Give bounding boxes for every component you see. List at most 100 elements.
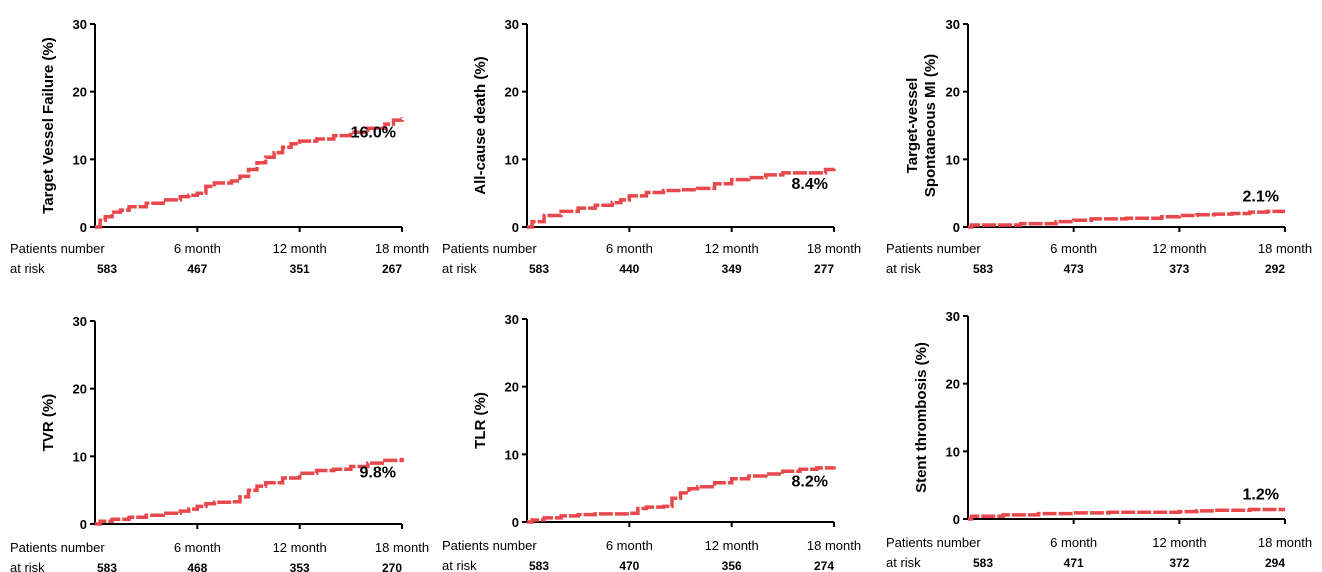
x-tick-label: 12 month	[273, 241, 327, 256]
x-tick-label: 12 month	[705, 241, 759, 256]
risk-header-line1: Patients number	[442, 538, 537, 553]
x-tick-label: 6 month	[1050, 535, 1097, 550]
km-curve	[95, 117, 404, 229]
km-curve	[968, 209, 1285, 229]
x-tick-label: 6 month	[1050, 241, 1097, 256]
y-tick-label: 20	[946, 85, 960, 100]
y-axis-label: Target Vessel Failure (%)	[40, 37, 57, 213]
y-tick-label: 0	[953, 512, 960, 527]
y-tick-label: 30	[946, 309, 960, 324]
y-tick-label: 0	[512, 515, 519, 530]
km-curve	[95, 457, 404, 526]
y-axis-label: All-cause death (%)	[472, 56, 489, 194]
y-tick-label: 0	[512, 220, 519, 235]
end-value-label: 9.8%	[360, 465, 396, 482]
at-risk-count: 270	[382, 561, 402, 572]
y-tick-label: 20	[505, 380, 519, 395]
chart-panel-5: 0 10 20 30 6 month 12 month 18 month TLR (%) 8.2…	[442, 312, 861, 572]
at-risk-count: 467	[187, 262, 207, 276]
y-tick-label: 30	[505, 17, 519, 32]
at-risk-count: 292	[1265, 262, 1285, 276]
at-risk-count: 267	[382, 262, 402, 276]
at-risk-count: 468	[187, 561, 207, 572]
y-tick-label: 10	[505, 152, 519, 167]
at-risk-count: 349	[722, 262, 742, 276]
at-risk-count: 356	[722, 559, 742, 572]
x-tick-label: 18 month	[1258, 535, 1312, 550]
y-tick-label: 20	[73, 85, 87, 100]
y-tick-label: 10	[505, 447, 519, 462]
x-tick-label: 12 month	[1152, 535, 1206, 550]
at-risk-count: 274	[814, 559, 834, 572]
end-value-label: 1.2%	[1243, 487, 1279, 504]
chart-panel-6: 0 10 20 30 6 month 12 month 18 month Stent thro…	[886, 309, 1312, 570]
y-tick-label: 30	[73, 17, 87, 32]
at-risk-count: 373	[1169, 262, 1189, 276]
end-value-label: 8.4%	[792, 176, 828, 193]
at-risk-count: 473	[1064, 262, 1084, 276]
at-risk-count: 372	[1169, 556, 1189, 570]
y-tick-label: 20	[505, 85, 519, 100]
chart-panel-2: 0 10 20 30 6 month 12 month 18 month All-cause …	[442, 17, 861, 276]
y-axis-label: Target-vessel	[904, 78, 921, 174]
y-axis-label: Spontaneous MI (%)	[922, 54, 939, 197]
risk-header-line1: Patients number	[886, 241, 981, 256]
x-tick-label: 18 month	[375, 540, 429, 555]
y-tick-label: 0	[953, 220, 960, 235]
risk-header-line1: Patients number	[442, 241, 537, 256]
risk-header-line2: at risk	[442, 558, 477, 572]
x-tick-label: 18 month	[807, 538, 861, 553]
at-risk-count: 470	[619, 559, 639, 572]
risk-header-line1: Patients number	[10, 241, 105, 256]
at-risk-count: 471	[1064, 556, 1084, 570]
at-risk-count: 583	[97, 262, 117, 276]
x-tick-label: 12 month	[705, 538, 759, 553]
at-risk-count: 353	[290, 561, 310, 572]
risk-header-line2: at risk	[10, 560, 45, 572]
y-tick-label: 30	[73, 314, 87, 329]
chart-panel-3: 0 10 20 30 6 month 12 month 18 month Target-ves…	[886, 17, 1312, 276]
x-tick-label: 12 month	[273, 540, 327, 555]
at-risk-count: 583	[97, 561, 117, 572]
x-tick-label: 12 month	[1152, 241, 1206, 256]
at-risk-count: 294	[1265, 556, 1285, 570]
at-risk-count: 277	[814, 262, 834, 276]
risk-header-line2: at risk	[10, 261, 45, 276]
chart-panel-1: 0 10 20 30 6 month 12 month 18 month Target Ves…	[10, 17, 429, 276]
risk-header-line1: Patients number	[10, 540, 105, 555]
risk-header-line1: Patients number	[886, 535, 981, 550]
x-tick-label: 6 month	[174, 241, 221, 256]
end-value-label: 16.0%	[351, 124, 396, 141]
y-tick-label: 10	[946, 152, 960, 167]
at-risk-count: 351	[290, 262, 310, 276]
y-tick-label: 20	[946, 377, 960, 392]
x-tick-label: 18 month	[807, 241, 861, 256]
x-tick-label: 18 month	[1258, 241, 1312, 256]
x-tick-label: 6 month	[606, 241, 653, 256]
y-tick-label: 10	[946, 444, 960, 459]
at-risk-count: 440	[619, 262, 639, 276]
y-tick-label: 20	[73, 382, 87, 397]
y-axis-label: TVR (%)	[40, 394, 57, 452]
y-axis-label: Stent thrombosis (%)	[913, 342, 930, 493]
at-risk-count: 583	[973, 262, 993, 276]
km-curve	[527, 167, 836, 229]
x-tick-label: 6 month	[174, 540, 221, 555]
risk-header-line2: at risk	[886, 555, 921, 570]
y-tick-label: 10	[73, 152, 87, 167]
end-value-label: 2.1%	[1243, 188, 1279, 205]
risk-header-line2: at risk	[442, 261, 477, 276]
km-curve	[527, 466, 836, 524]
chart-panel-4: 0 10 20 30 6 month 12 month 18 month TVR (%) 9.8…	[10, 314, 429, 572]
y-tick-label: 10	[73, 449, 87, 464]
at-risk-count: 583	[973, 556, 993, 570]
x-tick-label: 6 month	[606, 538, 653, 553]
y-tick-label: 30	[946, 17, 960, 32]
x-tick-label: 18 month	[375, 241, 429, 256]
y-tick-label: 30	[505, 312, 519, 327]
km-curve	[968, 507, 1285, 521]
risk-header-line2: at risk	[886, 261, 921, 276]
y-axis-label: TLR (%)	[472, 392, 489, 449]
y-tick-label: 0	[80, 517, 87, 532]
